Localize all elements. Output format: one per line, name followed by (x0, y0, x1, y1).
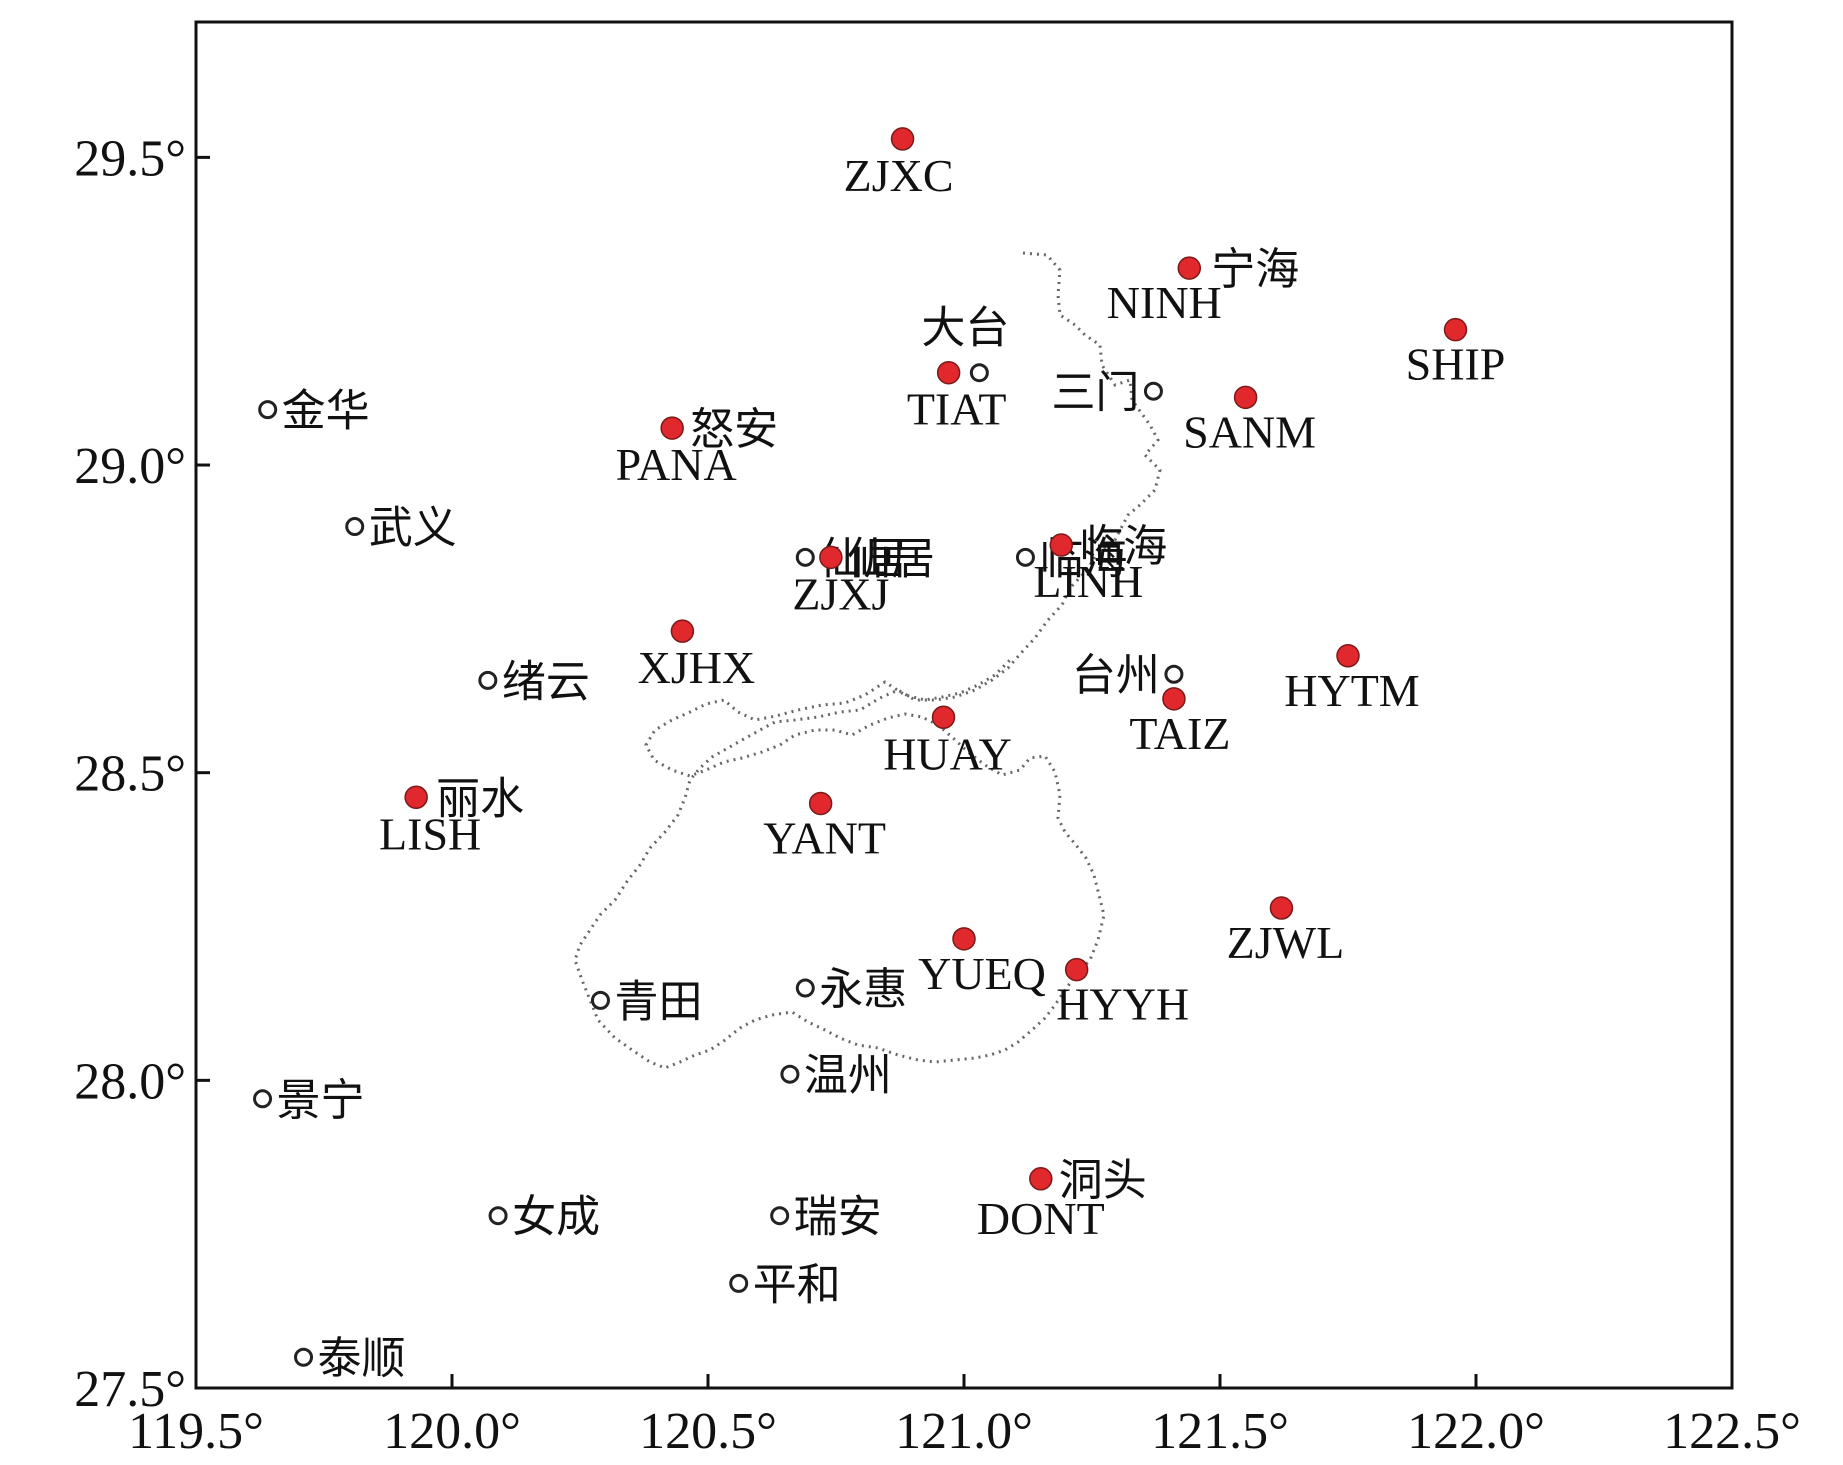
city-marker (258, 400, 278, 420)
city-label: 武义 (369, 503, 457, 554)
y-tick-label: 28.0° (74, 1053, 186, 1110)
city-marker (488, 1206, 508, 1226)
station-code-label: XJHX (638, 642, 756, 693)
city-marker (795, 547, 815, 567)
station-code-label: SANM (1183, 406, 1316, 457)
city-marker (795, 978, 815, 998)
city-label: 金华 (282, 386, 370, 437)
station-name-label: 仙居 (847, 533, 935, 584)
city-label: 三门 (1051, 367, 1139, 418)
city-marker (253, 1089, 273, 1109)
station-marker (1233, 385, 1258, 410)
city-label: 永惠 (819, 964, 907, 1015)
x-tick-label: 121.0° (895, 1403, 1033, 1460)
station-name-label: 宁海 (1211, 244, 1299, 295)
city-label: 泰顺 (318, 1333, 406, 1384)
station-marker (1443, 317, 1468, 342)
station-marker (670, 619, 695, 643)
x-tick-label: 122.0° (1407, 1403, 1545, 1460)
station-code-label: YUEQ (918, 948, 1046, 999)
station-code-label: HYTM (1284, 665, 1419, 716)
x-tick-label: 120.0° (383, 1403, 521, 1460)
station-marker (404, 785, 428, 810)
station-code-label: HUAY (883, 728, 1012, 779)
station-marker (1064, 957, 1089, 982)
city-marker (780, 1064, 800, 1084)
city-marker (969, 363, 989, 383)
station-code-label: TAIZ (1129, 708, 1230, 759)
city-marker (590, 990, 610, 1010)
station-code-label: LISH (379, 808, 481, 859)
y-tick-label: 27.5° (74, 1361, 186, 1418)
city-marker (478, 670, 498, 690)
city-label: 温州 (804, 1050, 892, 1101)
city-marker (1164, 664, 1184, 684)
station-marker (819, 545, 843, 570)
city-marker (729, 1273, 749, 1293)
station-code-label: HYYH (1056, 979, 1189, 1030)
city-label: 台州 (1072, 650, 1160, 701)
station-code-label: ZJXJ (792, 568, 889, 619)
station-marker (1336, 644, 1360, 668)
y-axis: 27.5° 28.0° 28.5° 29.0° 29.5° (74, 130, 210, 1418)
city-label: 女成 (512, 1192, 600, 1243)
station-marker (1029, 1167, 1053, 1191)
city-marker (1015, 547, 1035, 567)
y-tick-label: 29.0° (74, 438, 186, 495)
city-label: 绪云 (502, 656, 590, 707)
station-code-label: TIAT (907, 384, 1007, 435)
x-tick-label: 121.5° (1151, 1403, 1289, 1460)
x-axis: 119.5° 120.0° 120.5° 121.0° 121.5° 122.0° 122.… (128, 1374, 1801, 1460)
city-marker (1143, 381, 1163, 401)
station-marker (936, 360, 961, 385)
map-frame (194, 20, 1734, 1390)
station-marker (1177, 256, 1202, 280)
station-name-label: 洞头 (1059, 1155, 1147, 1206)
region-boundary-line (573, 251, 1162, 1070)
city-label: 大台 (921, 303, 1009, 354)
station-code-label: NINH (1107, 277, 1222, 328)
station-name-label: 怒安 (690, 404, 778, 455)
x-tick-label: 120.5° (639, 1403, 777, 1460)
city-label: 青田 (614, 976, 702, 1027)
station-marker (931, 705, 956, 730)
y-tick-label: 29.5° (74, 130, 186, 187)
station-marker (808, 791, 833, 816)
station-code-label: DONT (977, 1193, 1105, 1244)
station-marker (952, 927, 976, 951)
city-label: 平和 (753, 1259, 841, 1310)
city-marker (345, 517, 365, 537)
city-marker (294, 1347, 314, 1367)
station-marker (890, 127, 915, 151)
station-code-label: ZJWL (1227, 917, 1345, 968)
station-code-label: LINH (1033, 556, 1143, 607)
station-marker (1049, 533, 1074, 557)
city-label: 景宁 (277, 1075, 365, 1126)
y-tick-label: 28.5° (74, 746, 186, 803)
city-label: 瑞安 (794, 1192, 882, 1243)
station-code-label: SHIP (1406, 339, 1506, 390)
station-code-label: ZJXC (844, 150, 954, 201)
city-marker (770, 1206, 790, 1226)
station-marker (660, 416, 684, 440)
station-marker (1162, 687, 1186, 711)
station-code-label: YANT (763, 812, 886, 863)
station-marker (1269, 896, 1294, 920)
x-tick-label: 122.5° (1663, 1403, 1801, 1460)
station-name-label: 临海 (1079, 521, 1167, 572)
station-name-label: 丽水 (436, 773, 524, 824)
x-tick-label: 119.5° (128, 1403, 264, 1460)
station-code-label: PANA (616, 439, 737, 490)
